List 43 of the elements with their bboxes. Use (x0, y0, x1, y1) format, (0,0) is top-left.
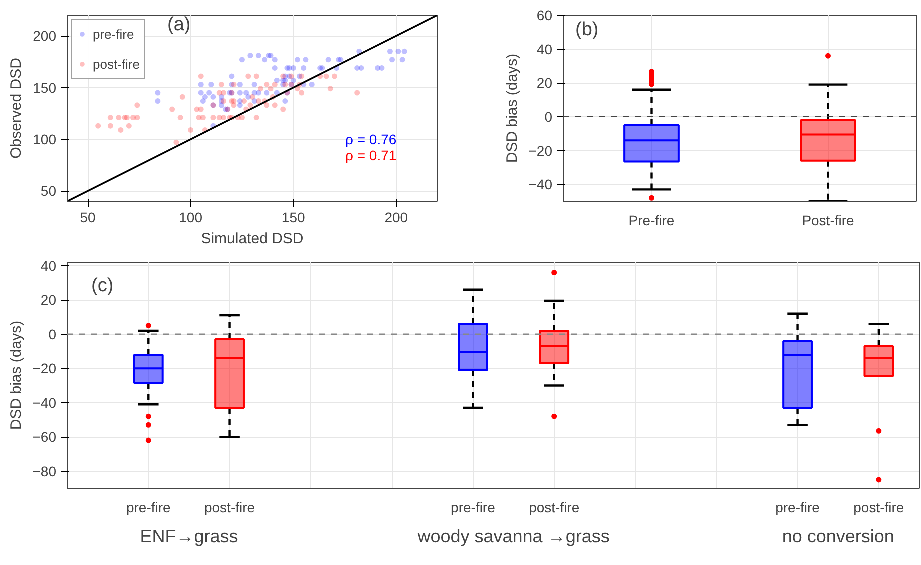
y-tick-label: 0 (48, 326, 57, 342)
y-tick-label: 40 (536, 41, 553, 58)
y-tick-label: 60 (536, 8, 553, 24)
annotation: (a) (168, 14, 191, 36)
x-tick-label: post-fire (529, 500, 580, 516)
x-tick-label: 100 (179, 210, 203, 226)
x-tick-label: pre-fire (126, 500, 172, 516)
x-tick-label: 200 (384, 210, 408, 226)
y-tick-label: −60 (32, 429, 57, 446)
x-axis-title: Simulated DSD (201, 230, 304, 248)
y-tick-label: 50 (40, 183, 57, 200)
x-tick-label: post-fire (854, 500, 904, 516)
legend-label: pre-fire (93, 26, 134, 42)
x-tick-label: pre-fire (451, 500, 496, 516)
y-axis-title: DSD bias (days) (8, 320, 25, 430)
annotation: ρ = 0.71 (346, 148, 397, 164)
x-tick-label: post-fire (204, 500, 256, 516)
x-tick-label: Post-fire (802, 212, 855, 228)
y-tick-label: −20 (32, 360, 57, 377)
text: ENF→grass (140, 526, 238, 546)
x-tick-label: Pre-fire (628, 212, 675, 228)
y-tick-label: −40 (528, 176, 553, 193)
y-tick-label: −20 (528, 142, 553, 159)
y-tick-label: −80 (32, 463, 57, 480)
annotation: ρ = 0.76 (346, 132, 397, 148)
y-axis-title: Observed DSD (8, 58, 26, 159)
x-tick-label: 50 (80, 210, 96, 226)
y-tick-label: 20 (536, 75, 553, 92)
y-tick-label: 20 (40, 292, 57, 308)
text: woody savanna →grass (416, 526, 610, 546)
y-tick-label: 0 (544, 108, 553, 125)
y-tick-label: 200 (33, 28, 57, 44)
y-tick-label: 40 (40, 258, 57, 274)
y-tick-label: 100 (33, 132, 57, 148)
y-tick-label: −40 (32, 394, 57, 411)
y-tick-label: 150 (33, 80, 57, 96)
legend-label: post-fire (93, 56, 140, 72)
annotation: (b) (576, 20, 599, 40)
x-tick-label: pre-fire (776, 500, 820, 516)
y-axis-title: DSD bias (days) (504, 54, 521, 164)
annotation: (c) (92, 276, 114, 296)
text: no conversion (782, 526, 894, 546)
x-tick-label: 150 (282, 210, 306, 226)
